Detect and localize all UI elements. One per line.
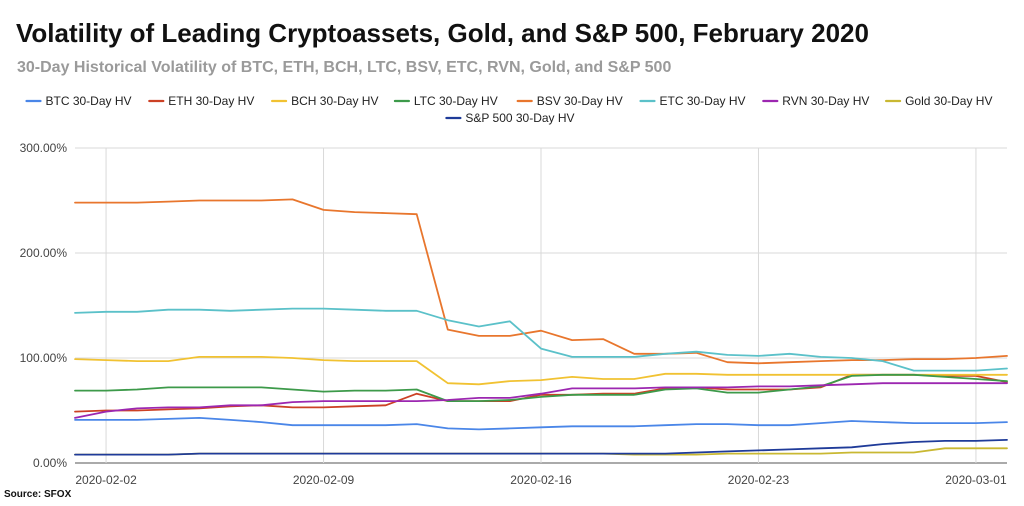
legend-item: ETH 30-Day HV [148, 94, 254, 108]
legend-label: S&P 500 30-Day HV [465, 111, 574, 125]
grid [75, 147, 1007, 464]
series-line [74, 416, 1008, 431]
y-axis-ticks: 0.00% 100.00% 200.00% 300.00% [20, 141, 68, 470]
legend-label: BCH 30-Day HV [291, 94, 378, 108]
y-tick-label: 0.00% [33, 456, 67, 470]
y-tick-label: 100.00% [20, 351, 68, 365]
x-tick-label: 2020-03-01 [945, 473, 1007, 487]
series-line [74, 382, 1008, 419]
source-note: Source: SFOX [4, 489, 72, 500]
series-line [74, 355, 1008, 386]
legend-label: LTC 30-Day HV [414, 94, 498, 108]
series-line [74, 307, 1008, 372]
x-tick-label: 2020-02-02 [75, 473, 137, 487]
legend-item: ETC 30-Day HV [639, 94, 746, 108]
legend-item: LTC 30-Day HV [393, 94, 498, 108]
series-lines [74, 198, 1008, 456]
legend-item: RVN 30-Day HV [762, 94, 869, 108]
legend-item: S&P 500 30-Day HV [445, 111, 575, 125]
x-tick-label: 2020-02-09 [293, 473, 355, 487]
legend-label: BSV 30-Day HV [537, 94, 623, 108]
legend-item: BTC 30-Day HV [25, 94, 132, 108]
series-line [74, 373, 1008, 403]
x-tick-label: 2020-02-16 [510, 473, 572, 487]
y-tick-label: 200.00% [20, 246, 68, 260]
series-line [74, 198, 1008, 365]
chart-title: Volatility of Leading Cryptoassets, Gold… [16, 18, 869, 48]
legend-label: Gold 30-Day HV [905, 94, 992, 108]
series-line [74, 438, 1008, 456]
legend-item: BSV 30-Day HV [516, 94, 623, 108]
y-tick-label: 300.00% [20, 141, 68, 155]
legend-item: BCH 30-Day HV [271, 94, 378, 108]
legend-label: ETH 30-Day HV [168, 94, 254, 108]
legend: BTC 30-Day HV ETH 30-Day HV BCH 30-Day HV L… [25, 94, 992, 125]
legend-label: RVN 30-Day HV [782, 94, 869, 108]
legend-label: ETC 30-Day HV [660, 94, 746, 108]
x-axis-ticks: 2020-02-02 2020-02-09 2020-02-16 2020-02-23… [75, 473, 1007, 487]
legend-item: Gold 30-Day HV [884, 94, 992, 108]
chart-subtitle: 30-Day Historical Volatility of BTC, ETH… [17, 59, 672, 76]
legend-label: BTC 30-Day HV [46, 94, 132, 108]
x-tick-label: 2020-02-23 [728, 473, 790, 487]
